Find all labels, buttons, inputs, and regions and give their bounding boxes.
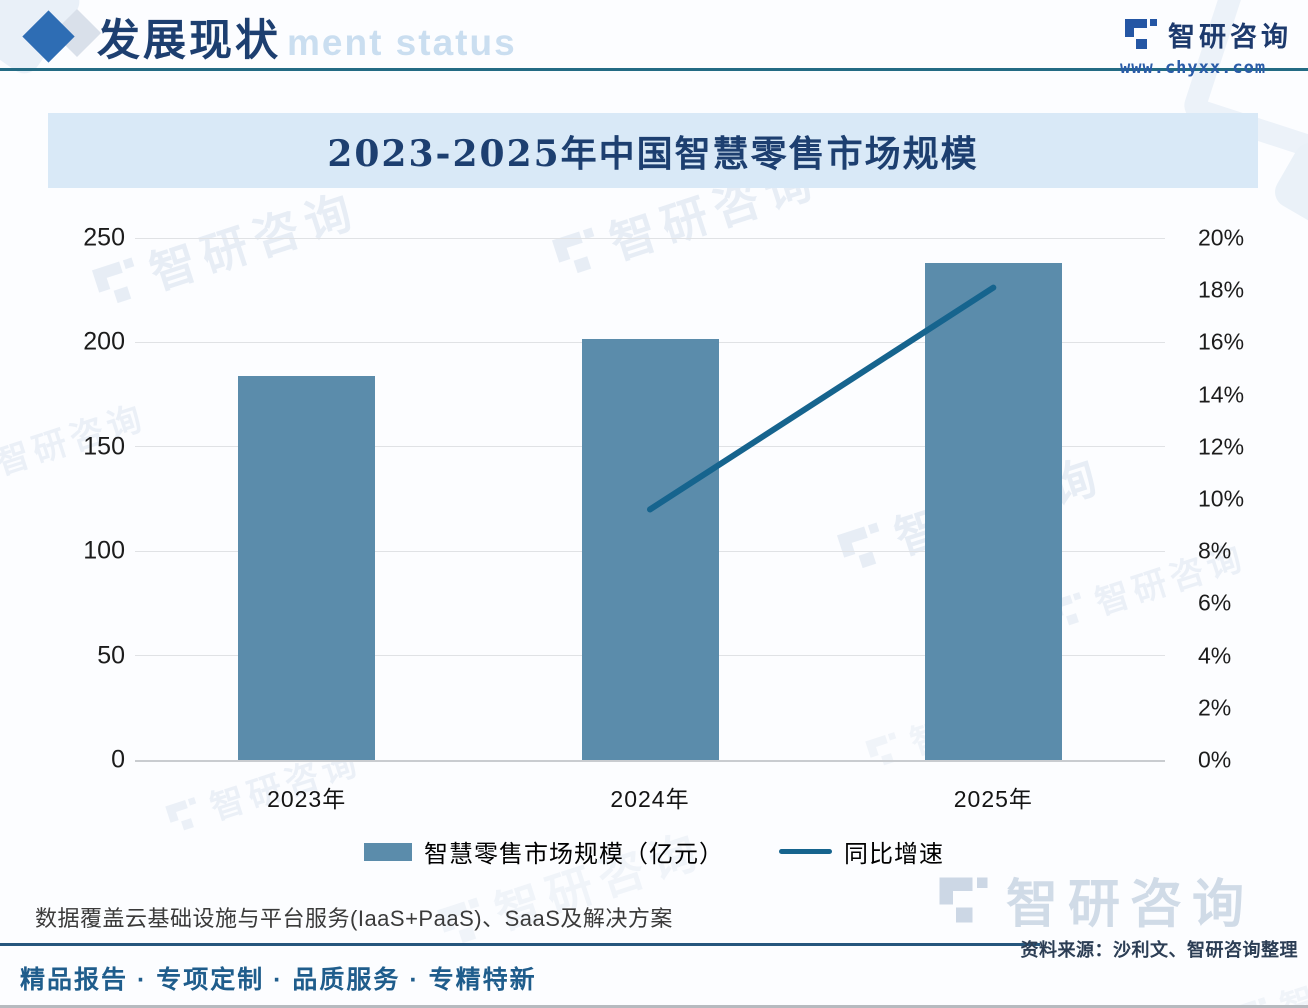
brand-website: www.chyxx.com xyxy=(1120,58,1267,78)
y-tick-right: 12% xyxy=(1198,433,1245,460)
y-axis-right: 20% 18% 16% 14% 12% 10% 8% 6% 4% 2% 0% xyxy=(1198,225,1273,773)
legend-label: 智慧零售市场规模（亿元） xyxy=(424,841,724,868)
bar-2024年 xyxy=(581,339,719,760)
bar-2025年 xyxy=(924,262,1062,760)
corner-watermark-shape xyxy=(1269,137,1308,233)
chart-title: 2023-2025年中国智慧零售市场规模 xyxy=(327,132,979,175)
legend-bar-swatch xyxy=(364,842,412,861)
x-tick-2023年: 2023年 xyxy=(267,786,347,812)
footer-tagline: 精品报告 · 专项定制 · 品质服务 · 专精特新 xyxy=(20,966,537,994)
gridline xyxy=(135,759,1165,762)
gridline xyxy=(135,237,1165,239)
y-tick-left: 100 xyxy=(83,536,125,565)
chart-legend: 智慧零售市场规模（亿元） 同比增速 xyxy=(0,834,1308,869)
y-tick-right: 0% xyxy=(1198,746,1232,773)
header-watermark-text: ment status xyxy=(287,22,517,63)
legend-label: 同比增速 xyxy=(844,841,944,868)
chart-title-banner: 2023-2025年中国智慧零售市场规模 xyxy=(48,113,1258,188)
data-coverage-note: 数据覆盖云基础设施与平台服务(IaaS+PaaS)、SaaS及解决方案 xyxy=(35,906,673,931)
page-title: 发展现状 xyxy=(97,16,281,66)
brand-logo-icon xyxy=(1120,14,1160,54)
legend-item-market-size: 智慧零售市场规模（亿元） xyxy=(364,834,724,869)
y-tick-right: 18% xyxy=(1198,276,1245,303)
y-tick-left: 250 xyxy=(83,223,125,252)
header: ment status 发展现状 智研咨询 www.chyxx.com xyxy=(0,0,1308,78)
legend-line-swatch xyxy=(779,849,832,854)
y-tick-right: 6% xyxy=(1198,589,1232,616)
data-source: 资料来源：沙利文、智研咨询整理 xyxy=(1020,940,1298,960)
legend-item-growth: 同比增速 xyxy=(779,834,944,869)
x-tick-2024年: 2024年 xyxy=(610,786,690,812)
y-tick-left: 0 xyxy=(111,745,125,774)
y-tick-right: 4% xyxy=(1198,642,1232,669)
y-tick-right: 16% xyxy=(1198,328,1245,355)
x-tick-2025年: 2025年 xyxy=(953,786,1033,812)
footer-divider xyxy=(0,943,1040,946)
y-tick-right: 10% xyxy=(1198,485,1245,512)
brand-logo-watermark: 智研咨询 xyxy=(932,862,1254,937)
y-tick-left: 150 xyxy=(83,432,125,461)
y-tick-right: 8% xyxy=(1198,537,1232,564)
brand-logo-icon xyxy=(1229,991,1277,1008)
y-tick-left: 200 xyxy=(83,327,125,356)
watermark-text: 智研咨询 xyxy=(1006,876,1255,934)
growth-line xyxy=(647,284,997,513)
y-tick-right: 2% xyxy=(1198,694,1232,721)
y-tick-left: 50 xyxy=(97,641,125,670)
brand-logo: 智研咨询 www.chyxx.com xyxy=(1120,14,1292,78)
bar-2023年 xyxy=(238,375,376,760)
x-axis-labels: 2023年 2024年 2025年 xyxy=(135,780,1165,812)
plot-area xyxy=(135,237,1165,762)
brand-logo-icon xyxy=(932,870,992,930)
y-tick-right: 20% xyxy=(1198,224,1245,251)
header-divider xyxy=(0,68,1308,71)
y-tick-right: 14% xyxy=(1198,381,1245,408)
brand-name: 智研咨询 xyxy=(1168,21,1292,52)
y-axis-left: 250 200 150 100 50 0 xyxy=(50,224,125,774)
